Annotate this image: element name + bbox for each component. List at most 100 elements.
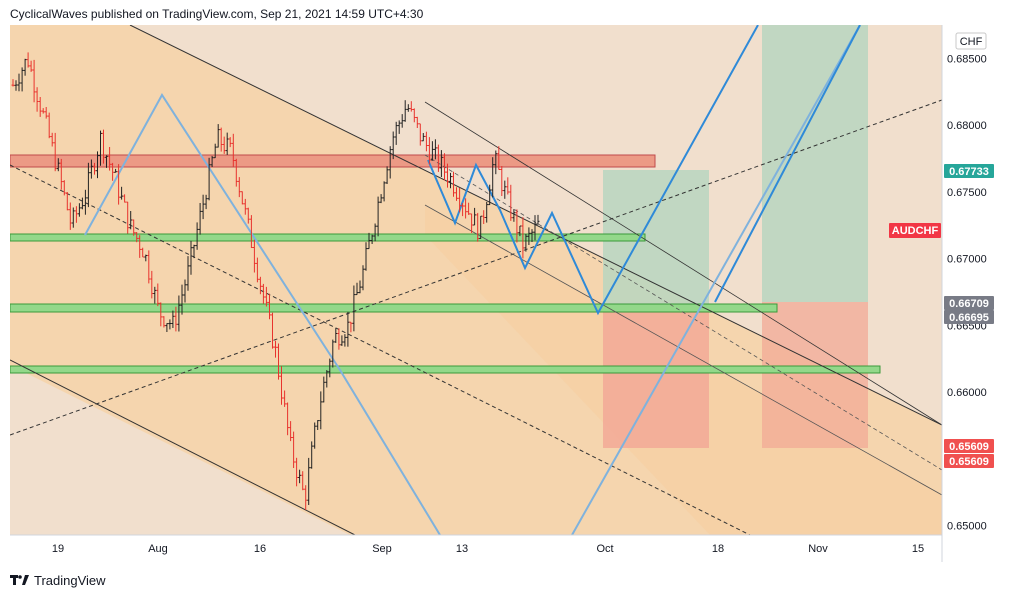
candle bbox=[530, 229, 534, 242]
candle bbox=[71, 207, 75, 228]
candle bbox=[237, 177, 241, 198]
price-badge-level: 0.66709 bbox=[944, 296, 994, 310]
resistance-zone bbox=[10, 154, 656, 168]
candle bbox=[246, 207, 250, 224]
candle bbox=[473, 207, 477, 226]
candle bbox=[355, 282, 359, 296]
candle bbox=[86, 162, 90, 208]
candle bbox=[289, 421, 293, 442]
candle bbox=[503, 180, 507, 199]
candle bbox=[388, 146, 392, 179]
candle bbox=[32, 59, 36, 103]
x-tick-label: Sep bbox=[372, 543, 392, 555]
candle bbox=[129, 211, 133, 230]
candle bbox=[458, 187, 462, 213]
candle bbox=[216, 124, 220, 148]
footer: TradingView bbox=[10, 571, 106, 589]
candle bbox=[506, 177, 510, 195]
candle bbox=[53, 132, 57, 172]
y-tick-label: 0.67000 bbox=[947, 254, 987, 266]
candle bbox=[367, 232, 371, 250]
x-tick-label: Oct bbox=[596, 543, 613, 555]
candle bbox=[461, 203, 465, 217]
price-badge-level: 0.66695 bbox=[944, 310, 994, 324]
candle bbox=[11, 79, 15, 87]
chart-svg[interactable]: CHF 0.685000.680000.675000.670000.665000… bbox=[10, 25, 999, 562]
candle bbox=[41, 108, 45, 114]
candle bbox=[446, 163, 449, 188]
trend-lines bbox=[10, 25, 942, 535]
candle bbox=[467, 202, 471, 215]
price-badge-label: 0.67733 bbox=[949, 166, 989, 178]
candle bbox=[89, 159, 93, 179]
candle bbox=[358, 280, 362, 294]
candle bbox=[316, 420, 320, 430]
candle bbox=[240, 191, 244, 205]
candle bbox=[132, 219, 136, 236]
candle bbox=[295, 457, 299, 487]
support-zone-2 bbox=[10, 303, 778, 313]
candle bbox=[138, 235, 142, 258]
candle bbox=[470, 213, 474, 233]
candle bbox=[382, 181, 386, 202]
candle bbox=[476, 212, 480, 242]
candle bbox=[479, 215, 483, 239]
candle bbox=[222, 136, 226, 154]
support-zone-1 bbox=[10, 233, 646, 242]
price-badges: 0.67733 0.66709 0.66695 0.65609 0.65609 AUDCH… bbox=[889, 164, 994, 468]
candle bbox=[373, 223, 377, 242]
candle bbox=[50, 132, 54, 147]
profit-zone-2 bbox=[762, 25, 868, 302]
candle bbox=[521, 217, 525, 259]
candle bbox=[494, 150, 498, 175]
candle bbox=[56, 158, 60, 172]
candle bbox=[497, 146, 501, 170]
candle bbox=[114, 168, 118, 173]
candle bbox=[83, 189, 87, 215]
candle bbox=[243, 198, 247, 215]
candle bbox=[180, 284, 184, 315]
plot-area[interactable] bbox=[10, 25, 942, 535]
currency-label-box bbox=[955, 32, 987, 50]
candle bbox=[391, 131, 395, 160]
candle bbox=[376, 196, 380, 237]
candle bbox=[210, 155, 214, 167]
candle bbox=[340, 335, 344, 346]
candle bbox=[485, 201, 489, 223]
candle bbox=[47, 112, 51, 139]
x-tick-label: 18 bbox=[712, 543, 724, 555]
y-tick-label: 0.67500 bbox=[947, 187, 987, 199]
candle bbox=[198, 203, 202, 235]
candle bbox=[443, 153, 446, 181]
candle bbox=[298, 469, 302, 484]
candle bbox=[150, 270, 154, 299]
candle bbox=[117, 164, 121, 205]
candle bbox=[249, 215, 253, 248]
candle bbox=[433, 139, 437, 160]
candle bbox=[35, 87, 39, 112]
candle bbox=[421, 133, 425, 142]
candle bbox=[213, 143, 217, 159]
candle bbox=[219, 127, 223, 152]
candle bbox=[255, 257, 259, 283]
candle bbox=[135, 232, 139, 243]
brand-name[interactable]: TradingView bbox=[34, 572, 106, 588]
candle bbox=[500, 166, 504, 196]
candle bbox=[274, 340, 277, 358]
candle bbox=[488, 184, 492, 206]
x-tick-label: 15 bbox=[912, 543, 924, 555]
candle bbox=[141, 247, 145, 258]
candle bbox=[195, 222, 199, 250]
candle bbox=[225, 132, 229, 155]
candle bbox=[80, 197, 84, 210]
time-axis[interactable]: 19 Aug 16 Sep 13 Oct 18 Nov 15 bbox=[52, 543, 924, 555]
candle bbox=[177, 295, 181, 332]
chart-frame[interactable]: CHF 0.68500 0.68000 0.67500 0.67000 0.66500 0… bbox=[10, 25, 999, 562]
y-tick-label: 0.66000 bbox=[947, 387, 987, 399]
tradingview-logo-icon bbox=[10, 573, 30, 587]
candle bbox=[409, 101, 413, 112]
x-tick-label: 19 bbox=[52, 543, 64, 555]
candle bbox=[307, 457, 311, 505]
candle bbox=[280, 366, 283, 405]
candle bbox=[189, 240, 193, 275]
